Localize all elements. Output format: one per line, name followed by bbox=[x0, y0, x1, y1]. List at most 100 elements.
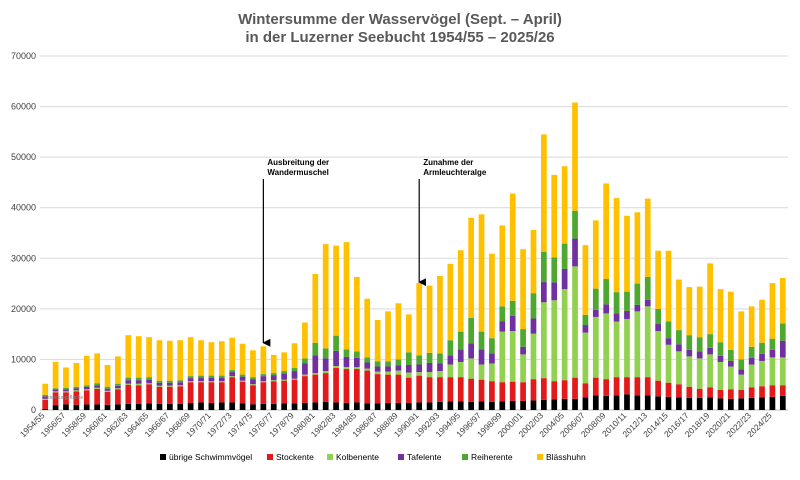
bar-segment-series-4 bbox=[374, 361, 381, 367]
bar-segment-series-1 bbox=[135, 385, 142, 404]
bar-segment-series-1 bbox=[520, 382, 526, 401]
bar-segment-series-1 bbox=[125, 384, 132, 404]
bar-segment-series-5 bbox=[52, 361, 59, 389]
bar-stack bbox=[405, 314, 412, 410]
bar-segment-series-2 bbox=[322, 371, 329, 374]
bar-segment-series-5 bbox=[270, 354, 277, 374]
bar-segment-series-4 bbox=[447, 340, 454, 356]
bar-segment-series-1 bbox=[146, 384, 152, 404]
bar-segment-series-2 bbox=[644, 306, 651, 378]
bar-segment-series-4 bbox=[229, 370, 236, 373]
bar-stack bbox=[603, 183, 610, 410]
bar-segment-series-5 bbox=[83, 355, 90, 386]
bar-segment-series-5 bbox=[489, 253, 495, 339]
bar-segment-series-5 bbox=[115, 356, 121, 384]
bar-segment-series-0 bbox=[582, 397, 589, 410]
bar-segment-series-0 bbox=[457, 401, 464, 410]
bar-segment-series-3 bbox=[167, 382, 173, 386]
bar-segment-series-1 bbox=[717, 389, 724, 399]
bar-segment-series-0 bbox=[665, 396, 672, 410]
bar-segment-series-0 bbox=[530, 400, 537, 410]
bar-segment-series-3 bbox=[281, 373, 287, 380]
bar-segment-series-5 bbox=[457, 250, 464, 332]
bar-stack bbox=[561, 166, 568, 410]
bar-segment-series-5 bbox=[364, 298, 371, 358]
bar-segment-series-2 bbox=[416, 372, 423, 376]
bar-segment-series-2 bbox=[634, 311, 641, 378]
bar-segment-series-4 bbox=[707, 334, 713, 348]
bar-segment-series-1 bbox=[592, 377, 599, 396]
bar-segment-series-2 bbox=[655, 331, 661, 381]
bar-segment-series-2 bbox=[748, 364, 755, 388]
legend-swatch bbox=[327, 454, 333, 460]
bar-segment-series-4 bbox=[281, 371, 287, 374]
bar-segment-series-1 bbox=[354, 369, 360, 403]
bar-segment-series-4 bbox=[426, 352, 433, 363]
bar-stack bbox=[779, 278, 786, 410]
bar-segment-series-5 bbox=[738, 311, 745, 360]
bar-segment-series-4 bbox=[665, 321, 672, 339]
bar-segment-series-3 bbox=[42, 396, 49, 399]
y-tick-label: 20000 bbox=[11, 304, 36, 314]
bar-segment-series-0 bbox=[198, 402, 204, 410]
bar-segment-series-3 bbox=[270, 375, 277, 381]
bar-segment-series-0 bbox=[644, 395, 651, 410]
bar-segment-series-2 bbox=[676, 351, 682, 385]
annotation-line-1: Ausbreitung der bbox=[267, 158, 329, 167]
annotation-line-1: Zunahme der bbox=[423, 158, 473, 167]
bar-segment-series-3 bbox=[63, 389, 69, 392]
bar-segment-series-3 bbox=[468, 343, 474, 359]
bar-segment-series-3 bbox=[530, 318, 537, 334]
bar-segment-series-5 bbox=[395, 303, 402, 360]
bar-segment-series-4 bbox=[759, 342, 765, 354]
bar-segment-series-4 bbox=[125, 377, 132, 381]
bar-stack bbox=[686, 287, 693, 410]
bar-segment-series-1 bbox=[541, 378, 547, 400]
bar-segment-series-0 bbox=[437, 401, 443, 410]
bar-segment-series-2 bbox=[426, 372, 433, 378]
bar-segment-series-4 bbox=[270, 373, 277, 376]
bar-segment-series-1 bbox=[229, 377, 236, 403]
bar-segment-series-2 bbox=[115, 388, 121, 390]
bar-segment-series-0 bbox=[738, 398, 745, 410]
bar-segment-series-1 bbox=[115, 389, 121, 405]
bar-segment-series-4 bbox=[52, 388, 59, 390]
bar-segment-series-4 bbox=[385, 361, 391, 367]
legend-label: Tafelente bbox=[407, 452, 442, 462]
bar-segment-series-5 bbox=[655, 250, 661, 309]
bar-stack bbox=[239, 343, 246, 410]
bar-segment-series-0 bbox=[364, 403, 371, 410]
bar-segment-series-2 bbox=[530, 333, 537, 380]
bar-segment-series-4 bbox=[42, 394, 49, 397]
bar-stack bbox=[229, 337, 236, 410]
bar-segment-series-2 bbox=[187, 381, 194, 383]
bar-segment-series-5 bbox=[405, 314, 412, 353]
bar-segment-series-0 bbox=[218, 402, 225, 410]
bar-segment-series-0 bbox=[260, 403, 267, 410]
bar-segment-series-4 bbox=[634, 283, 641, 305]
bar-segment-series-1 bbox=[270, 381, 277, 404]
bar-stack bbox=[717, 289, 724, 410]
bar-segment-series-3 bbox=[457, 349, 464, 362]
bar-segment-series-2 bbox=[73, 390, 80, 392]
bar-segment-series-4 bbox=[520, 329, 526, 347]
bar-segment-series-4 bbox=[218, 375, 225, 378]
legend-swatch bbox=[537, 454, 543, 460]
bar-segment-series-3 bbox=[738, 369, 745, 375]
bar-segment-series-4 bbox=[208, 375, 215, 378]
bar-segment-series-3 bbox=[385, 366, 391, 372]
bar-segment-series-4 bbox=[343, 349, 350, 357]
bar-segment-series-0 bbox=[322, 401, 329, 410]
bar-segment-series-1 bbox=[333, 368, 339, 403]
bar-segment-series-1 bbox=[478, 379, 485, 402]
bar-segment-series-5 bbox=[94, 353, 100, 384]
bar-stack bbox=[489, 253, 495, 410]
bar-segment-series-3 bbox=[759, 353, 765, 361]
bar-segment-series-0 bbox=[551, 399, 558, 410]
bar-segment-series-1 bbox=[437, 377, 443, 402]
bar-segment-series-3 bbox=[364, 362, 371, 369]
bar-segment-series-0 bbox=[759, 397, 765, 410]
bar-stack bbox=[218, 341, 225, 410]
y-tick-label: 60000 bbox=[11, 102, 36, 112]
bar-segment-series-5 bbox=[509, 193, 516, 301]
